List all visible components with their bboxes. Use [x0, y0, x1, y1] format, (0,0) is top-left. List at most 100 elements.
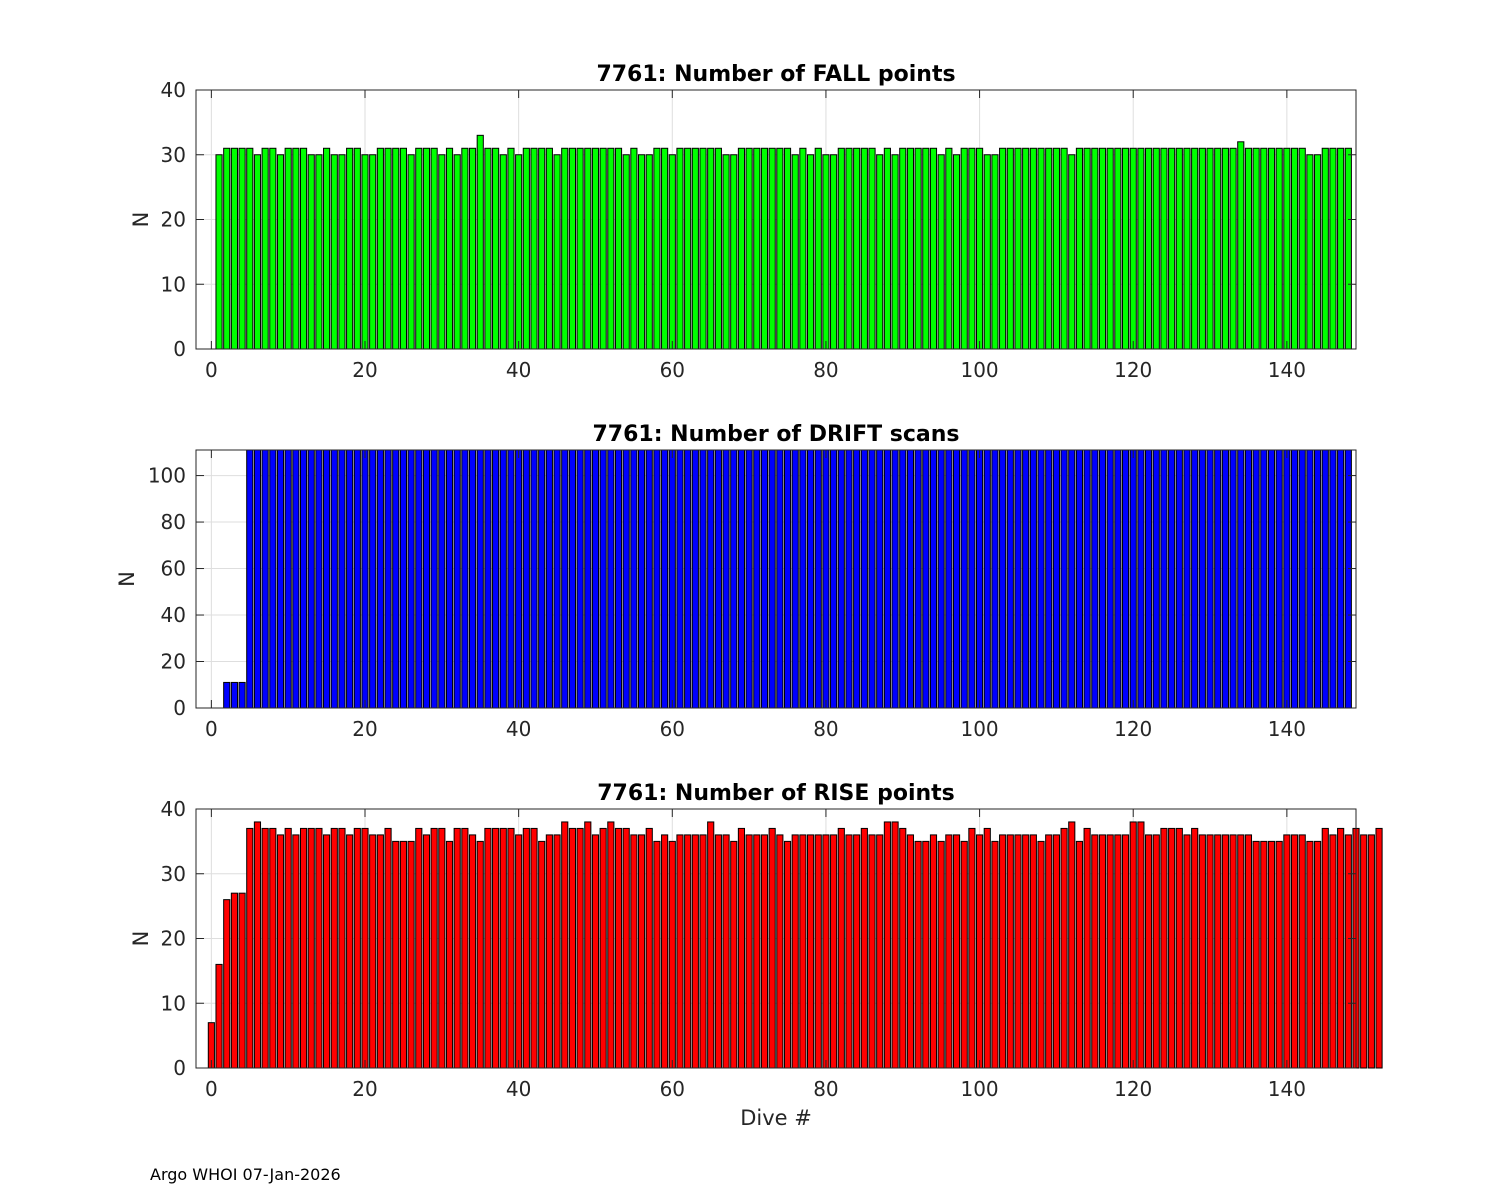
fall-ytick-label: 40: [161, 78, 186, 102]
rise-xtick-label: 80: [813, 1077, 838, 1101]
fall-bar: [1260, 147, 1268, 350]
fall-bar: [1183, 147, 1191, 350]
rise-bar: [676, 834, 684, 1069]
fall-xtick-label: 40: [506, 358, 531, 382]
drift-bar: [760, 449, 769, 709]
rise-bar: [607, 821, 615, 1069]
drift-bar: [1168, 449, 1176, 709]
fall-xtick-label: 100: [960, 358, 998, 382]
fall-bar: [361, 154, 369, 350]
fall-bar: [760, 147, 769, 350]
fall-bar: [614, 147, 623, 350]
rise-bar: [714, 834, 722, 1069]
drift-bar: [1145, 449, 1153, 709]
fall-bar: [999, 147, 1007, 350]
fall-bar: [1168, 147, 1176, 350]
drift-bar: [1306, 449, 1314, 709]
drift-bar: [515, 449, 523, 709]
drift-bar: [499, 449, 507, 709]
rise-bar: [1014, 834, 1022, 1069]
drift-bar: [1198, 449, 1206, 709]
rise-bar: [1022, 834, 1030, 1069]
rise-bar: [1091, 834, 1099, 1069]
fall-ytick-label: 20: [161, 208, 186, 232]
drift-bar: [1329, 449, 1337, 709]
fall-bar: [791, 154, 799, 350]
drift-bar: [330, 449, 338, 709]
drift-bar: [952, 449, 961, 709]
rise-bar: [1060, 827, 1068, 1069]
rise-bar: [215, 963, 223, 1069]
rise-bar: [346, 834, 354, 1069]
fall-bar: [323, 147, 331, 350]
fall-bar: [1083, 147, 1091, 350]
fall-bar: [1237, 141, 1245, 350]
rise-bar: [584, 821, 592, 1069]
rise-bar: [1098, 834, 1107, 1069]
fall-bar: [837, 147, 845, 350]
rise-bar: [307, 827, 315, 1069]
rise-bar: [1290, 834, 1299, 1069]
rise-bar: [1083, 827, 1091, 1069]
drift-bar: [1075, 449, 1084, 709]
rise-bar: [430, 827, 438, 1069]
drift-bar: [353, 449, 361, 709]
rise-bar: [1360, 834, 1368, 1069]
fall-bar: [438, 154, 446, 350]
rise-bar: [553, 834, 561, 1069]
fall-bar: [430, 147, 438, 350]
fall-bar: [676, 147, 684, 350]
drift-axes-box: [195, 449, 1357, 709]
drift-ytick-label: 80: [161, 510, 186, 534]
drift-bar: [292, 449, 300, 709]
rise-bar: [1160, 827, 1168, 1069]
rise-bar: [1183, 834, 1191, 1069]
fall-bar: [353, 147, 361, 350]
fall-bar: [407, 154, 415, 350]
drift-bar: [261, 449, 269, 709]
fall-bar: [1152, 147, 1160, 350]
fall-bar: [707, 147, 715, 350]
drift-bar: [1114, 449, 1122, 709]
rise-bar: [376, 834, 384, 1069]
drift-xtick-label: 100: [960, 717, 998, 741]
drift-bar: [1006, 449, 1014, 709]
drift-bar: [1129, 449, 1137, 709]
drift-ytick-label: 20: [161, 650, 186, 674]
drift-bar: [922, 449, 930, 709]
rise-chart: 0 20 40 60 80 100 120 140 0 10 20 30 40 7761: Number …: [129, 781, 1383, 1130]
rise-xtick-label: 0: [205, 1077, 218, 1101]
drift-bar: [1206, 449, 1214, 709]
fall-bar: [914, 147, 922, 350]
drift-bar: [1137, 449, 1145, 709]
fall-bar: [745, 147, 753, 350]
drift-bar: [737, 449, 746, 709]
drift-bar: [246, 449, 254, 709]
drift-bar: [845, 449, 853, 709]
fall-bar: [653, 147, 661, 350]
fall-bar: [476, 134, 484, 350]
drift-bar: [906, 449, 915, 709]
drift-bar: [645, 449, 653, 709]
rise-bar: [1252, 840, 1260, 1069]
drift-bar: [384, 449, 392, 709]
fall-bar: [576, 147, 584, 350]
rise-bar: [1114, 834, 1122, 1069]
rise-bar: [760, 834, 769, 1069]
drift-bar: [991, 449, 999, 709]
drift-xtick-label: 80: [813, 717, 838, 741]
fall-bar: [1114, 147, 1122, 350]
rise-bar: [361, 827, 369, 1069]
drift-bar: [415, 449, 423, 709]
rise-bar: [645, 827, 653, 1069]
fall-bar: [1306, 154, 1314, 350]
rise-bar: [684, 834, 692, 1069]
fall-bar: [1060, 147, 1068, 350]
drift-bar: [791, 449, 799, 709]
rise-xtick-label: 140: [1268, 1077, 1306, 1101]
rise-bar: [952, 834, 961, 1069]
drift-bar: [1244, 449, 1253, 709]
rise-bar: [561, 821, 569, 1069]
drift-xtick-label: 140: [1268, 717, 1306, 741]
drift-bar: [1298, 449, 1306, 709]
